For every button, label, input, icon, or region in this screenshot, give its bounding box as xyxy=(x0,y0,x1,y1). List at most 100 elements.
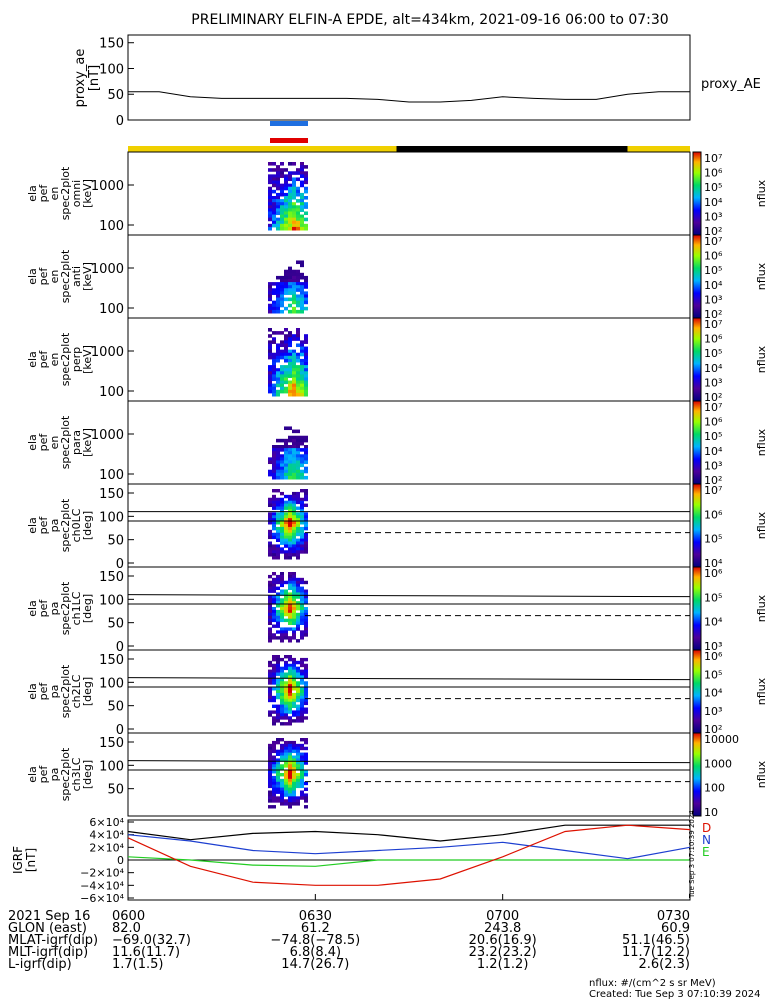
ylabel-line: ela xyxy=(26,434,39,451)
spectro-cell xyxy=(284,466,288,471)
spectro-cell xyxy=(268,675,272,679)
spectro-cell xyxy=(296,796,300,800)
spectro-cell xyxy=(280,526,284,531)
spectro-cell xyxy=(292,491,296,496)
spectro-cell xyxy=(272,553,276,557)
spectro-cell xyxy=(292,592,296,596)
spectro-cell xyxy=(284,778,288,783)
spectro-cell xyxy=(280,618,284,623)
spectro-cell xyxy=(304,618,308,623)
spectro-cell xyxy=(284,580,288,585)
spectro-cell xyxy=(304,793,308,797)
spectro-cell xyxy=(276,297,280,302)
spectro-cell xyxy=(276,690,280,694)
spectro-cell xyxy=(296,389,300,394)
x-row-value: 243.8 xyxy=(484,921,521,936)
spectro-cell xyxy=(304,371,308,375)
spectro-cell xyxy=(276,532,280,537)
spectro-cell xyxy=(288,550,292,554)
spectro-cell xyxy=(304,454,308,458)
spectro-cell xyxy=(272,494,276,499)
spectro-cell xyxy=(272,669,276,673)
spectro-cell xyxy=(292,202,296,206)
spectro-cell xyxy=(304,165,308,169)
spectro-cell xyxy=(292,666,296,671)
spectro-cell xyxy=(292,506,296,510)
spectro-cell xyxy=(268,306,272,311)
spectro-cell xyxy=(296,627,300,631)
spectro-cell xyxy=(272,698,276,703)
spectro-cell xyxy=(280,681,284,685)
spectro-cell xyxy=(280,211,284,216)
spectro-cell xyxy=(296,186,300,191)
spectro-cell xyxy=(272,383,276,388)
spectro-cell xyxy=(272,666,276,671)
spectro-cell xyxy=(296,497,300,502)
spectro-cell xyxy=(268,535,272,540)
spectro-cell xyxy=(292,607,296,611)
spectro-cell xyxy=(296,719,300,723)
spectro-cell xyxy=(280,784,284,789)
spectro-cell xyxy=(300,291,304,295)
spectro-cell xyxy=(280,491,284,496)
spectro-cell xyxy=(268,553,272,557)
ytick-label: 150 xyxy=(99,653,124,668)
spectro-cell xyxy=(284,604,288,608)
spectro-cell xyxy=(276,666,280,671)
spectro-cell xyxy=(272,524,276,528)
spectro-cell xyxy=(300,489,304,493)
spectro-cell xyxy=(276,518,280,522)
spectro-cell xyxy=(304,226,308,231)
spectro-cell xyxy=(304,698,308,703)
spectro-cell xyxy=(272,466,276,471)
spectro-cell xyxy=(288,678,292,682)
spectro-cell xyxy=(272,445,276,449)
spectro-cell xyxy=(292,604,296,608)
spectro-cell xyxy=(296,773,300,777)
spectro-cell xyxy=(304,217,308,222)
spectro-cell xyxy=(268,472,272,477)
spectro-cell xyxy=(296,189,300,194)
spectro-cell xyxy=(284,666,288,671)
spectro-cell xyxy=(268,214,272,219)
spectro-cell xyxy=(272,749,276,754)
spectro-cell xyxy=(268,639,272,643)
spectro-cell xyxy=(292,767,296,771)
x-row-value: −69.0(32.7) xyxy=(112,933,191,948)
spectro-cell xyxy=(272,580,276,585)
spectro-cell xyxy=(284,630,288,634)
ylabel-line: ch1LC xyxy=(70,591,83,625)
spectro-cell xyxy=(292,297,296,302)
spectro-cell xyxy=(276,171,280,175)
spectro-cell xyxy=(292,598,296,602)
spectro-cell xyxy=(300,441,304,446)
spectro-cell xyxy=(296,500,300,505)
spectro-cell xyxy=(300,764,304,768)
spectro-cell xyxy=(280,223,284,228)
colorbar-label-text: nflux xyxy=(755,179,768,207)
spectro-cell xyxy=(276,466,280,471)
spectro-cell xyxy=(288,497,292,502)
spectro-cell xyxy=(272,586,276,590)
spectro-cell xyxy=(296,438,300,443)
spectro-cell xyxy=(288,701,292,706)
spectro-cell xyxy=(292,630,296,634)
spectro-cell xyxy=(276,784,280,789)
spectro-cell xyxy=(304,787,308,791)
colorbar xyxy=(692,400,702,485)
spectro-cell xyxy=(292,787,296,791)
spectro-cell xyxy=(288,583,292,588)
spectro-cell xyxy=(276,489,280,493)
spectro-cell xyxy=(300,607,304,611)
spectro-cell xyxy=(280,380,284,385)
spectro-cell xyxy=(288,778,292,783)
spectro-cell xyxy=(280,183,284,188)
spectro-cell xyxy=(296,755,300,759)
spectro-cell xyxy=(300,701,304,706)
spectro-cell xyxy=(276,636,280,640)
science-zone-bars xyxy=(128,121,690,152)
spectro-cell xyxy=(292,371,296,375)
ae-legend: proxy_AE xyxy=(701,77,761,92)
spectro-cell xyxy=(288,574,292,579)
